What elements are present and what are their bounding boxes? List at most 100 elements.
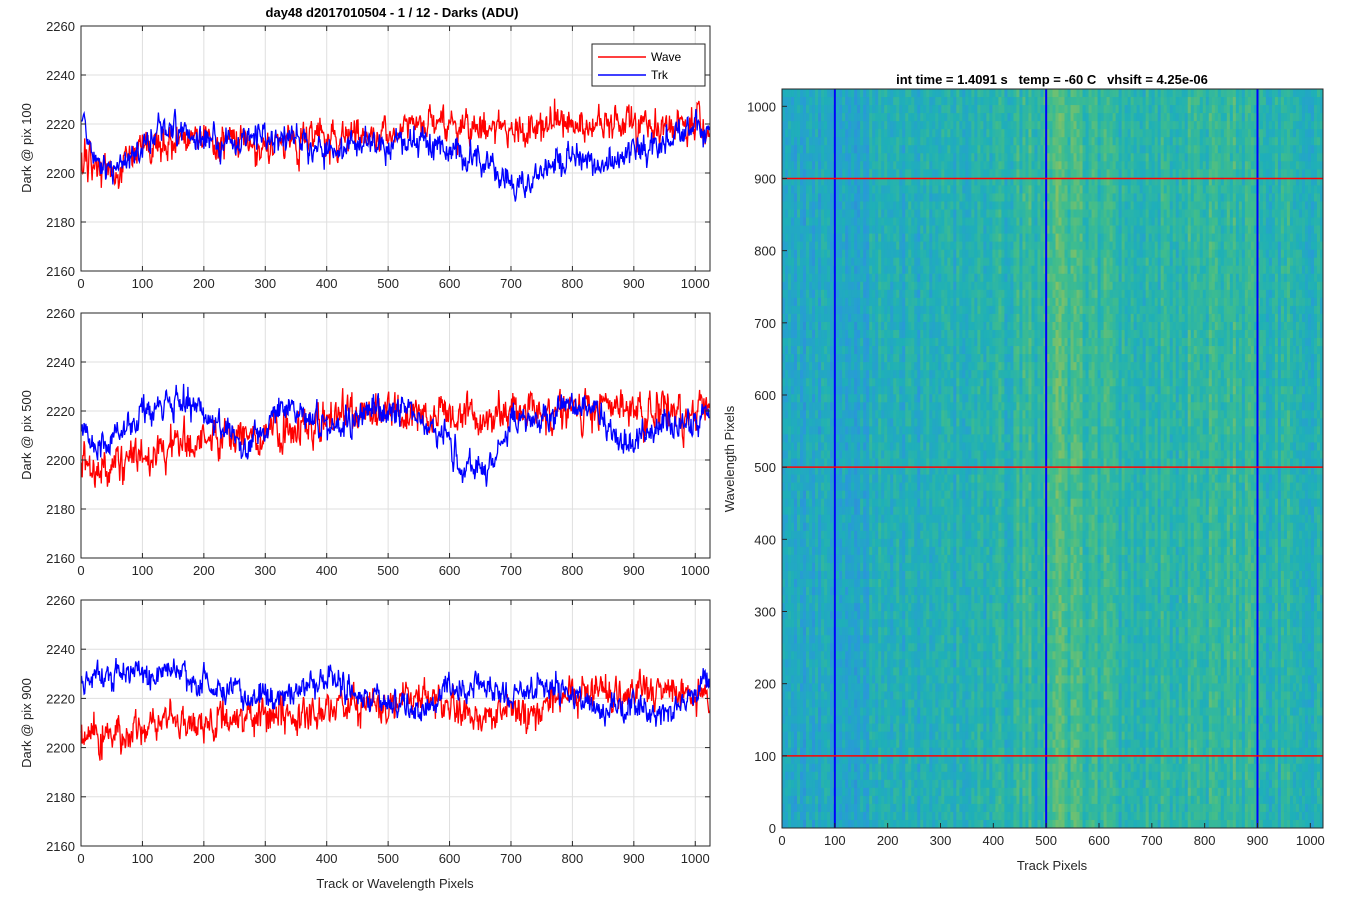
heatmap-cell xyxy=(872,498,876,508)
heatmap-cell xyxy=(866,667,870,676)
heatmap-cell xyxy=(830,346,834,355)
heatmap-cell xyxy=(860,249,864,259)
y-tick-label: 2160 xyxy=(46,264,75,279)
heatmap-cell xyxy=(791,121,795,130)
heatmap-cell xyxy=(815,803,819,813)
heatmap-cell xyxy=(860,466,864,476)
heatmap-cell xyxy=(848,659,852,668)
heatmap-cell xyxy=(797,715,801,725)
heatmap-cell xyxy=(845,731,849,741)
heatmap-cell xyxy=(869,643,873,652)
heatmap-cell xyxy=(794,450,798,460)
heatmap-cell xyxy=(848,402,852,411)
heatmap-cell xyxy=(872,715,876,725)
heatmap-cell xyxy=(857,354,861,363)
heatmap-cell xyxy=(782,603,786,612)
heatmap-cell xyxy=(836,739,840,749)
heatmap-cell xyxy=(782,546,786,556)
heatmap-cell xyxy=(839,803,843,813)
heatmap-cell xyxy=(848,482,852,492)
heatmap-cell xyxy=(815,739,819,749)
heatmap-cell xyxy=(836,603,840,612)
heatmap-cell xyxy=(815,145,819,154)
heatmap-cell xyxy=(806,522,810,532)
heatmap-cell xyxy=(863,201,867,211)
heatmap-cell xyxy=(848,506,852,516)
heatmap-cell xyxy=(821,113,825,122)
heatmap-cell xyxy=(809,643,813,652)
heatmap-cell xyxy=(794,378,798,387)
heatmap-cell xyxy=(800,787,804,797)
heatmap-cell xyxy=(851,554,855,564)
heatmap-cell xyxy=(782,715,786,725)
heatmap-cell xyxy=(845,819,849,828)
heatmap-cell xyxy=(821,410,825,419)
heatmap-cell xyxy=(836,370,840,379)
heatmap-cell xyxy=(848,498,852,508)
heatmap-cell xyxy=(857,105,861,114)
heatmap-cell xyxy=(824,755,828,765)
heatmap-cell xyxy=(809,289,813,299)
series-lines xyxy=(80,383,711,488)
heatmap-cell xyxy=(836,233,840,243)
heatmap-cell xyxy=(836,619,840,628)
heatmap-cell xyxy=(860,402,864,411)
heatmap-cell xyxy=(848,185,852,195)
heatmap-cell xyxy=(788,683,792,693)
heatmap-cell xyxy=(812,771,816,781)
heatmap-cell xyxy=(842,635,846,644)
heatmap-cell xyxy=(782,161,786,170)
heatmap-cell xyxy=(815,707,819,717)
heatmap-cell xyxy=(818,370,822,379)
heatmap-cell xyxy=(857,121,861,130)
heatmap-cell xyxy=(854,313,858,323)
heatmap-cell xyxy=(842,289,846,299)
heatmap-cell xyxy=(806,378,810,387)
heatmap-cell xyxy=(827,354,831,363)
heatmap-cell xyxy=(836,522,840,532)
heatmap-cell xyxy=(827,675,831,685)
heatmap-cell xyxy=(842,225,846,235)
heatmap-cell xyxy=(830,201,834,211)
heatmap-cell xyxy=(836,257,840,267)
heatmap-cell xyxy=(791,209,795,219)
heatmap-cell xyxy=(785,514,789,524)
heatmap-cell xyxy=(863,313,867,323)
heatmap-cell xyxy=(848,570,852,580)
heatmap-cell xyxy=(827,338,831,347)
heatmap-cell xyxy=(830,209,834,219)
heatmap-cell xyxy=(818,113,822,122)
heatmap-cell xyxy=(857,378,861,387)
heatmap-cell xyxy=(824,683,828,693)
heatmap-cell xyxy=(863,225,867,235)
heatmap-cell xyxy=(851,659,855,668)
heatmap-cell xyxy=(827,795,831,805)
heatmap-cell xyxy=(863,522,867,532)
heatmap-cell xyxy=(875,89,879,98)
heatmap-cell xyxy=(797,321,801,331)
heatmap-cell xyxy=(794,482,798,492)
series-line-trk xyxy=(80,108,711,202)
heatmap-cell xyxy=(836,129,840,138)
heatmap-cell xyxy=(803,619,807,628)
heatmap-cell xyxy=(791,265,795,275)
heatmap-cell xyxy=(803,113,807,122)
heatmap-cell xyxy=(866,466,870,476)
heatmap-cell xyxy=(800,699,804,709)
heatmap-cell xyxy=(872,627,876,636)
heatmap-cell xyxy=(854,747,858,757)
heatmap-cell xyxy=(782,305,786,315)
heatmap-cell xyxy=(806,402,810,411)
heatmap-cell xyxy=(794,611,798,620)
heatmap-cell xyxy=(821,538,825,548)
legend[interactable]: Wave Trk xyxy=(591,43,706,87)
heatmap-cell xyxy=(791,506,795,516)
heatmap-cell xyxy=(782,707,786,717)
heatmap-cell xyxy=(869,651,873,660)
heatmap-cell xyxy=(827,763,831,773)
heatmap-cell xyxy=(872,795,876,805)
heatmap-cell xyxy=(863,787,867,797)
heatmap-cell xyxy=(791,763,795,773)
heatmap-cell xyxy=(872,426,876,435)
heatmap-cell xyxy=(842,659,846,668)
